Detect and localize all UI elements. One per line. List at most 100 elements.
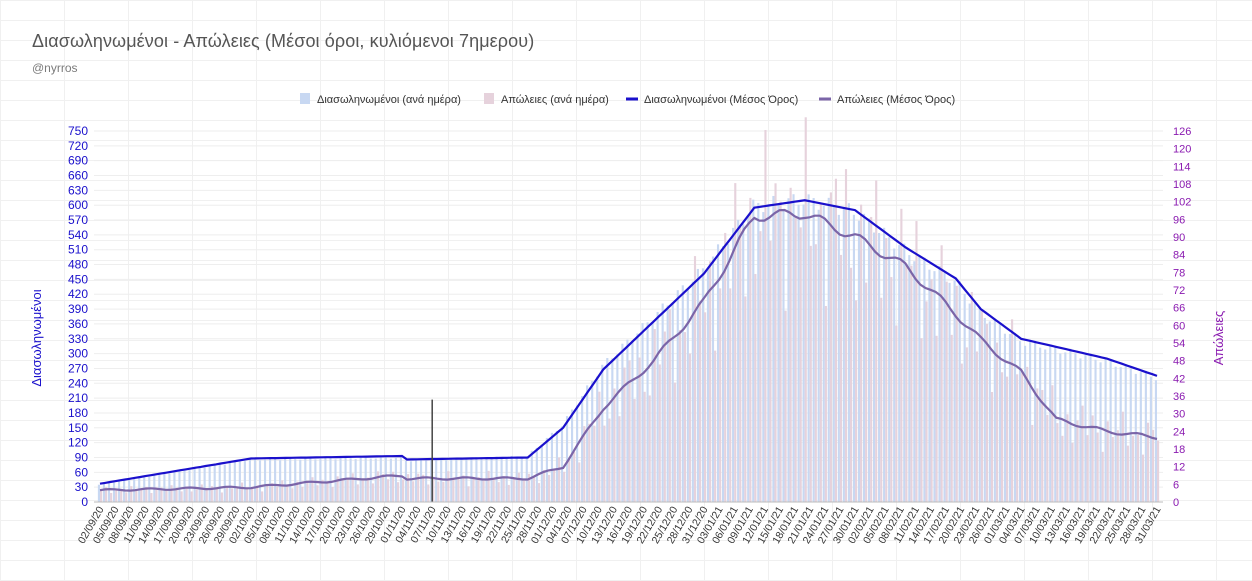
bar-intubated-daily: [686, 288, 689, 502]
bar-deaths-daily: [714, 350, 717, 502]
legend-swatch: [300, 93, 310, 104]
bar-deaths-daily: [1136, 434, 1140, 502]
bar-intubated-daily: [903, 243, 906, 502]
bar-intubated-daily: [958, 281, 961, 502]
bar-intubated-daily: [238, 461, 241, 502]
bar-deaths-daily: [1101, 451, 1104, 502]
bar-intubated-daily: [872, 232, 876, 502]
line-intubated-average: [99, 199, 1158, 485]
bar-deaths-daily: [1041, 389, 1044, 502]
bar-deaths-daily: [110, 492, 113, 502]
bar-deaths-daily: [1021, 370, 1024, 502]
bar-deaths-daily: [698, 301, 702, 502]
bar-intubated-daily: [1064, 352, 1067, 502]
y-right-tick-label: 126: [1173, 126, 1191, 138]
bar-deaths-daily: [160, 487, 163, 502]
bar-deaths-daily: [814, 244, 817, 502]
bar-intubated-daily: [289, 457, 292, 502]
y-left-tick-label: 600: [68, 198, 88, 212]
bar-intubated-daily: [274, 458, 277, 502]
bar-intubated-daily: [465, 459, 468, 502]
bar-intubated-daily: [389, 458, 392, 502]
bar-intubated-daily: [888, 237, 891, 503]
bar-deaths-daily: [623, 367, 626, 502]
legend-label: Διασωληνωμένοι (Μέσος Όρος): [644, 94, 798, 106]
bar-deaths-daily: [849, 267, 853, 502]
bar-deaths-daily: [547, 474, 551, 502]
y-right-tick-label: 90: [1173, 232, 1185, 244]
bar-intubated-daily: [213, 464, 216, 502]
bar-intubated-daily: [173, 471, 176, 502]
bar-intubated-daily: [666, 305, 669, 502]
bar-deaths-daily: [608, 418, 611, 502]
bar-intubated-daily: [223, 464, 226, 502]
bar-deaths-daily: [261, 491, 264, 502]
bar-deaths-daily: [316, 485, 319, 502]
y-right-tick-label: 24: [1173, 426, 1185, 438]
bar-deaths-daily: [391, 471, 395, 502]
bar-deaths-daily: [517, 472, 520, 502]
bar-deaths-daily: [638, 357, 641, 502]
bar-deaths-daily: [870, 216, 873, 502]
bar-intubated-daily: [752, 199, 755, 502]
bar-deaths-daily: [1111, 436, 1114, 502]
bar-deaths-daily: [522, 480, 525, 502]
y-left-axis-title: Διασωληνωμένοι: [29, 289, 44, 386]
bar-deaths-daily: [1151, 429, 1155, 502]
bar-deaths-daily: [789, 187, 792, 503]
y-right-tick-label: 36: [1173, 391, 1185, 403]
bar-deaths-daily: [215, 486, 218, 502]
bar-intubated-daily: [1054, 346, 1057, 502]
bar-intubated-daily: [968, 303, 971, 502]
bar-intubated-daily: [767, 204, 770, 502]
bar-deaths-daily: [573, 451, 576, 502]
bar-intubated-daily: [102, 483, 106, 502]
bar-intubated-daily: [1079, 358, 1082, 502]
bar-deaths-daily: [220, 492, 223, 502]
bar-intubated-daily: [576, 405, 579, 502]
bar-deaths-daily: [709, 261, 712, 502]
bar-intubated-daily: [409, 461, 413, 502]
bar-intubated-daily: [565, 416, 569, 502]
bar-deaths-daily: [1051, 385, 1054, 502]
bar-deaths-daily: [779, 201, 782, 502]
y-left-tick-label: 210: [68, 391, 88, 405]
bar-intubated-daily: [1029, 341, 1032, 502]
legend: Διασωληνωμένοι (ανά ημέρα) Απώλειες (ανά …: [300, 93, 955, 106]
y-left-tick-label: 480: [68, 258, 88, 272]
bar-deaths-daily: [100, 488, 103, 502]
bar-intubated-daily: [656, 311, 659, 502]
bar-deaths-daily: [663, 331, 666, 502]
y-right-tick-label: 96: [1173, 214, 1185, 226]
bar-intubated-daily: [847, 203, 850, 502]
bar-intubated-daily: [314, 459, 317, 502]
legend-label: Απώλειες (ανά ημέρα): [501, 94, 609, 106]
bar-deaths-daily: [980, 309, 983, 502]
bar-intubated-daily: [812, 198, 815, 502]
bar-intubated-daily: [742, 224, 745, 502]
bar-intubated-daily: [1099, 362, 1102, 502]
bar-deaths-daily: [724, 232, 727, 503]
bar-deaths-daily: [487, 470, 490, 502]
bar-deaths-daily: [1121, 411, 1124, 502]
bar-deaths-daily: [955, 285, 958, 502]
bar-deaths-daily: [150, 493, 153, 502]
bar-intubated-daily: [208, 466, 211, 502]
bar-deaths-daily: [784, 310, 787, 502]
bar-deaths-daily: [995, 342, 999, 502]
bar-intubated-daily: [621, 343, 624, 502]
bar-intubated-daily: [1013, 332, 1017, 502]
bar-intubated-daily: [117, 481, 121, 502]
y-right-tick-label: 42: [1173, 373, 1185, 385]
bar-deaths-daily: [527, 473, 530, 502]
bar-deaths-daily: [240, 482, 244, 502]
bar-intubated-daily: [832, 206, 835, 502]
bar-intubated-daily: [676, 290, 679, 502]
bar-deaths-daily: [200, 484, 203, 502]
bar-intubated-daily: [1134, 373, 1137, 502]
bar-deaths-daily: [1011, 319, 1014, 502]
bar-deaths-daily: [251, 488, 254, 502]
bar-intubated-daily: [777, 203, 780, 503]
bar-deaths-daily: [210, 486, 213, 502]
bar-deaths-daily: [875, 180, 878, 502]
